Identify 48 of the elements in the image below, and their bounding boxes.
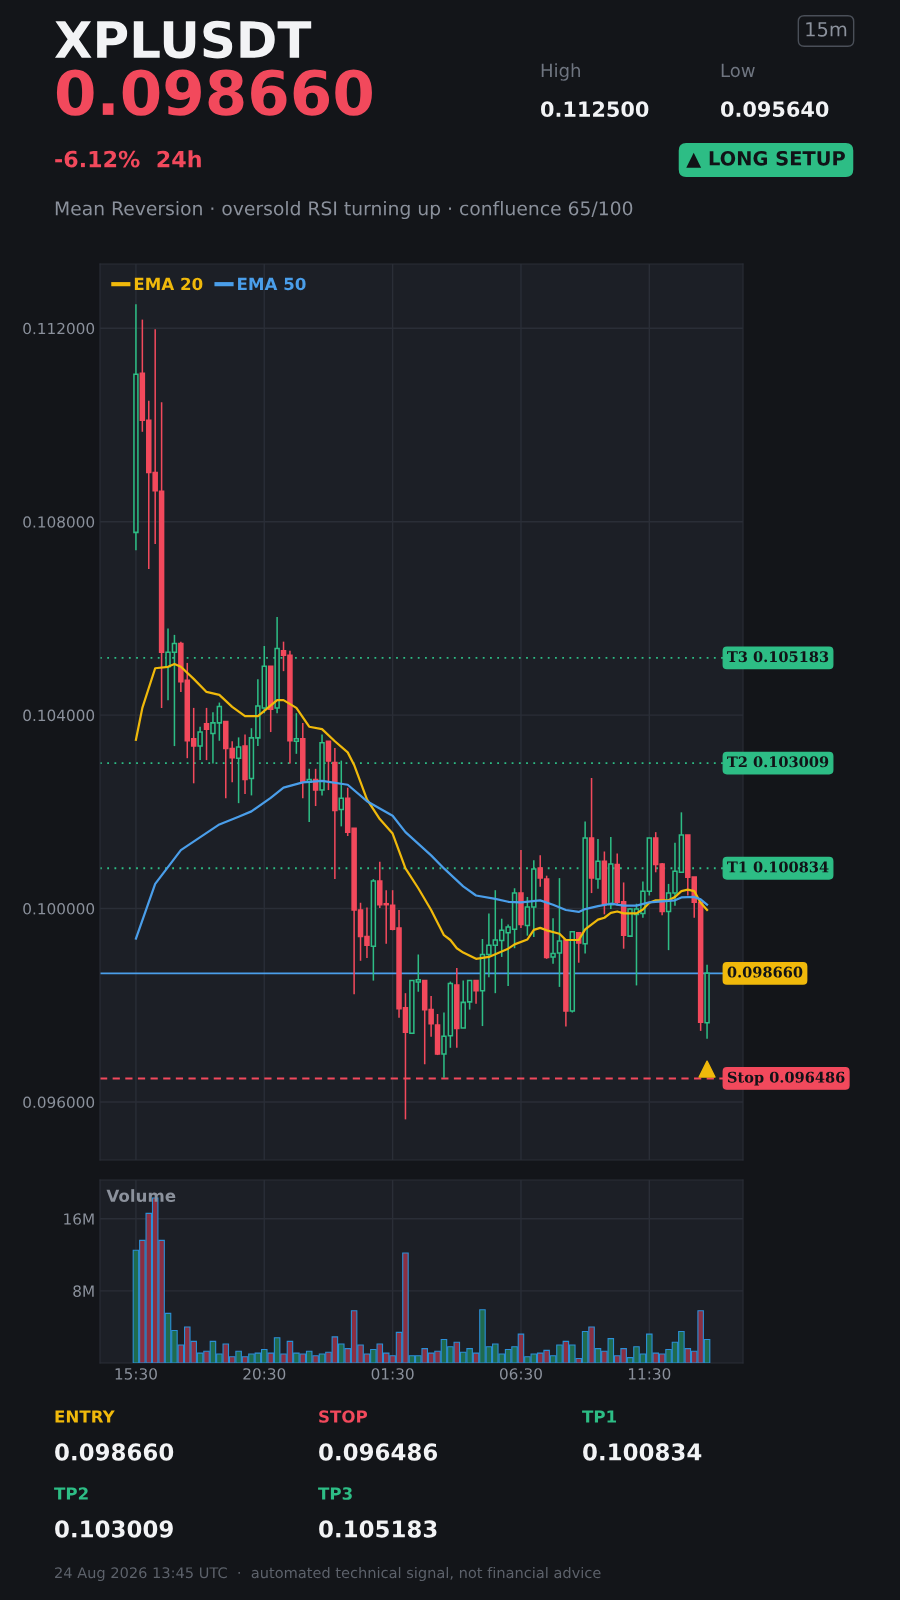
- text: High: [541, 63, 580, 81]
- y-tick-label: 0.112000: [23, 322, 95, 335]
- text: 0.105183: [319, 1520, 437, 1538]
- ref-line-label: T3 0.105183: [727, 651, 829, 663]
- text: TP1: [582, 1410, 617, 1423]
- candlestick: [595, 838, 601, 890]
- text: Low: [721, 63, 755, 78]
- y-tick-label: 8M: [73, 1285, 94, 1297]
- x-tick-label: 20:30: [243, 1368, 286, 1380]
- candlestick: [473, 979, 479, 1005]
- chart-title: Volume: [106, 1189, 176, 1203]
- x-tick-label: 06:30: [499, 1368, 542, 1380]
- y-tick-label: 16M: [64, 1213, 94, 1225]
- y-tick-label: 0.096000: [23, 1096, 95, 1108]
- ref-line-label: T2 0.103009: [727, 756, 829, 768]
- ref-line-label: T1 0.100834: [727, 861, 829, 873]
- text: 24 Aug 2026 13:45 UTC · automated technical signal, not financial advice: [55, 1566, 601, 1582]
- candlestick: [325, 740, 332, 791]
- chart-subtitle: Mean Reversion · oversold RSI turning up · confluence 65/100: [55, 200, 633, 220]
- y-tick-label: 0.108000: [23, 516, 95, 528]
- candlestick: [197, 725, 203, 761]
- text: STOP: [319, 1410, 368, 1423]
- text: 0.098660: [55, 1443, 174, 1461]
- legend-label: EMA 50: [238, 277, 306, 291]
- candlestick: [203, 707, 210, 761]
- x-tick-label: 01:30: [371, 1368, 414, 1380]
- text: ENTRY: [55, 1410, 115, 1423]
- ref-line-label: 0.098660: [727, 966, 803, 978]
- text: TP2: [54, 1487, 88, 1500]
- legend-label: EMA 20: [134, 277, 203, 291]
- x-tick-label: 11:30: [628, 1368, 671, 1380]
- text: 0.096486: [319, 1443, 438, 1461]
- y-tick-label: 0.104000: [23, 709, 95, 722]
- line-series: [134, 779, 709, 940]
- text: -6.12% 24h: [55, 150, 201, 168]
- ref-line-label: Stop 0.096486: [727, 1071, 845, 1086]
- text: 0.112500: [541, 101, 649, 118]
- y-tick-label: 0.100000: [23, 903, 95, 915]
- text: 0.103009: [55, 1520, 173, 1538]
- candlestick: [293, 712, 300, 755]
- text: 15m: [806, 22, 847, 37]
- chart-title: XPLUSDT: [54, 20, 312, 59]
- x-tick-label: 15:30: [115, 1368, 157, 1380]
- text: ▲ LONG SETUP: [686, 150, 845, 168]
- text: TP3: [318, 1487, 352, 1500]
- text: 0.095640: [721, 101, 829, 118]
- text: 0.100834: [583, 1443, 702, 1461]
- text: 0.098660: [56, 69, 372, 116]
